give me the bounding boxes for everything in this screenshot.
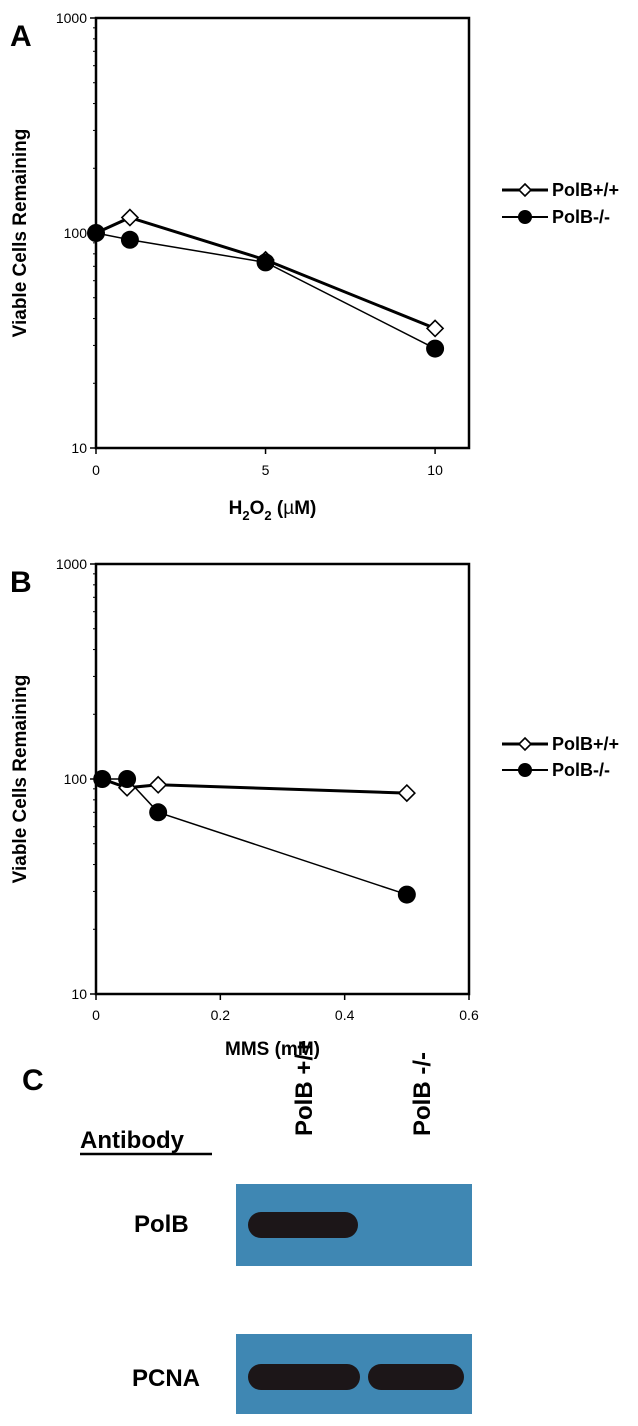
data-point-polb-wt xyxy=(425,319,445,338)
legend-marker-circle xyxy=(518,763,532,777)
y-axis-title: Viable Cells Remaining xyxy=(10,675,31,884)
western-blot-panel: C Antibody PolB +/+ PolB -/- PolB PCNA xyxy=(22,1040,472,1414)
y-axis-title: Viable Cells Remaining xyxy=(10,129,31,338)
series-line-polb-wt xyxy=(101,777,407,795)
x-tick-label: 0 xyxy=(92,1007,100,1023)
antibody-heading: Antibody xyxy=(80,1127,185,1154)
blot-band-polb-wt xyxy=(248,1212,358,1238)
data-point-polb-ko xyxy=(118,770,137,788)
legend-label: PolB-/- xyxy=(552,207,610,227)
x-axis-title: H2O2 (µM) xyxy=(229,498,317,523)
y-tick-label: 1000 xyxy=(56,10,87,26)
data-point-polb-wt xyxy=(397,783,416,803)
data-point-polb-ko xyxy=(93,770,112,788)
data-point-polb-ko xyxy=(87,224,105,242)
data-point-polb-ko xyxy=(149,803,168,822)
data-point-polb-ko xyxy=(397,885,416,904)
chart-panel-a: A 10 100 1000 0 5 10 Viable Cells Remaining H2O… xyxy=(10,10,619,523)
panel-letter-a: A xyxy=(10,20,32,53)
legend-label: PolB+/+ xyxy=(552,180,619,200)
series-line-polb-ko xyxy=(95,232,436,350)
series-line-polb-wt xyxy=(95,215,436,330)
y-tick-label: 100 xyxy=(64,225,88,241)
blot-band-pcna-ko xyxy=(368,1364,464,1390)
lane-label-polb-ko: PolB -/- xyxy=(409,1052,436,1136)
legend-marker-diamond xyxy=(517,182,533,198)
data-point-polb-wt xyxy=(120,208,140,227)
data-point-polb-ko xyxy=(120,230,139,249)
plot-frame xyxy=(94,16,471,450)
x-axis-title: MMS (mM) xyxy=(225,1039,320,1060)
x-tick-label: 0.2 xyxy=(211,1007,231,1023)
y-tick-label: 1000 xyxy=(56,556,87,572)
legend-marker-diamond xyxy=(517,736,533,752)
x-tick-label: 0.4 xyxy=(335,1007,355,1023)
data-point-polb-ko xyxy=(256,253,275,272)
legend-label: PolB-/- xyxy=(552,760,610,780)
panel-letter-b: B xyxy=(10,566,32,599)
lane-label-polb-wt: PolB +/+ xyxy=(291,1040,318,1136)
x-tick-label: 0 xyxy=(92,462,100,478)
legend-label: PolB+/+ xyxy=(552,734,619,754)
blot-row-label-polb: PolB xyxy=(134,1211,189,1238)
data-point-polb-ko xyxy=(426,339,445,358)
legend-marker-circle xyxy=(518,210,532,224)
series-line-polb-ko xyxy=(102,778,408,896)
x-tick-label: 10 xyxy=(427,462,443,478)
y-tick-label: 10 xyxy=(71,986,87,1002)
plot-frame xyxy=(94,562,471,996)
chart-panel-b: B 10 100 1000 0 0.2 0.4 0.6 Viable Cells Remain… xyxy=(10,556,619,1060)
y-tick-label: 100 xyxy=(64,771,88,787)
x-tick-label: 0.6 xyxy=(459,1007,479,1023)
panel-letter-c: C xyxy=(22,1064,44,1097)
y-tick-label: 10 xyxy=(71,440,87,456)
blot-row-label-pcna: PCNA xyxy=(132,1365,200,1392)
x-tick-label: 5 xyxy=(262,462,270,478)
blot-band-pcna-wt xyxy=(248,1364,360,1390)
data-point-polb-wt xyxy=(149,775,168,794)
